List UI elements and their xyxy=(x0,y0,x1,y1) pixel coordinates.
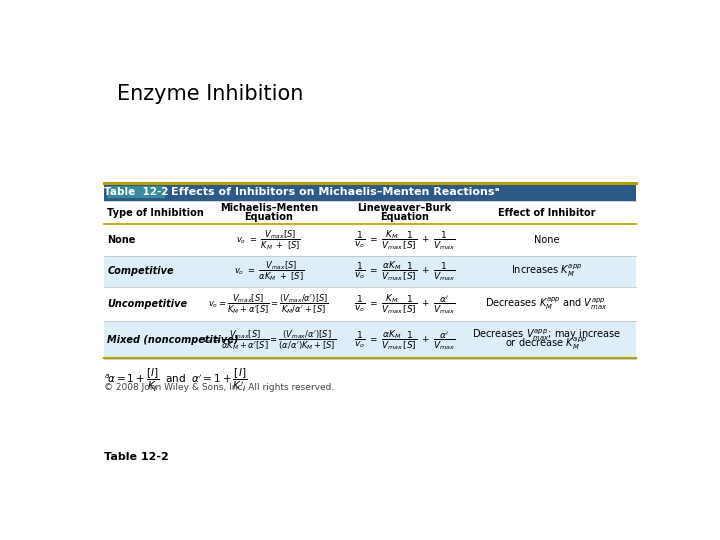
Text: Table 12-2: Table 12-2 xyxy=(104,452,168,462)
Text: Uncompetitive: Uncompetitive xyxy=(107,299,187,309)
Text: Mixed (noncompetitive): Mixed (noncompetitive) xyxy=(107,335,238,345)
Bar xyxy=(107,186,166,198)
Text: $v_o\ =\ \dfrac{V_{max}[S]}{\alpha K_M\ +\ [S]}$: $v_o\ =\ \dfrac{V_{max}[S]}{\alpha K_M\ … xyxy=(233,259,304,283)
Text: $v_o=\dfrac{V_{max}[S]}{K_M+\alpha'[S]}=\dfrac{(V_{max}/\alpha')[S]}{K_M/\alpha': $v_o=\dfrac{V_{max}[S]}{K_M+\alpha'[S]}=… xyxy=(208,292,329,316)
Text: $^a\!\alpha = 1 + \dfrac{[I]}{K_I}$  and  $\alpha' = 1 + \dfrac{[I]}{K'_I}$: $^a\!\alpha = 1 + \dfrac{[I]}{K_I}$ and … xyxy=(104,366,248,394)
Bar xyxy=(104,321,636,359)
Text: © 2008 John Wiley & Sons, Inc. All rights reserved.: © 2008 John Wiley & Sons, Inc. All right… xyxy=(104,383,334,392)
Text: or decrease $K_M^{app}$: or decrease $K_M^{app}$ xyxy=(505,336,588,353)
Text: Equation: Equation xyxy=(380,212,429,222)
Text: Competitive: Competitive xyxy=(107,266,174,276)
Text: $\dfrac{1}{v_o}\ =\ \dfrac{K_M}{V_{max}}\dfrac{1}{[S]}\ +\ \dfrac{1}{V_{max}}$: $\dfrac{1}{v_o}\ =\ \dfrac{K_M}{V_{max}}… xyxy=(354,228,455,252)
Text: $\dfrac{1}{v_o}\ =\ \dfrac{\alpha K_M}{V_{max}}\dfrac{1}{[S]}\ +\ \dfrac{\alpha': $\dfrac{1}{v_o}\ =\ \dfrac{\alpha K_M}{V… xyxy=(354,328,455,352)
Text: Increases $K_M^{app}$: Increases $K_M^{app}$ xyxy=(511,263,582,280)
Text: Lineweaver–Burk: Lineweaver–Burk xyxy=(357,204,451,213)
Text: $\dfrac{1}{v_o}\ =\ \dfrac{K_M}{V_{max}}\dfrac{1}{[S]}\ +\ \dfrac{\alpha'}{V_{ma: $\dfrac{1}{v_o}\ =\ \dfrac{K_M}{V_{max}}… xyxy=(354,292,455,316)
Text: Effect of Inhibitor: Effect of Inhibitor xyxy=(498,207,595,218)
Bar xyxy=(104,183,636,201)
Text: Enzyme Inhibition: Enzyme Inhibition xyxy=(117,84,303,104)
Text: None: None xyxy=(534,235,559,245)
Text: Michaelis–Menten: Michaelis–Menten xyxy=(220,204,318,213)
Text: None: None xyxy=(107,235,135,245)
Text: Decreases $K_M^{app}$ and $V_{max}^{app}$: Decreases $K_M^{app}$ and $V_{max}^{app}… xyxy=(485,296,608,312)
Text: Effects of Inhibitors on Michaelis–Menten Reactionsᵃ: Effects of Inhibitors on Michaelis–Mente… xyxy=(171,187,500,197)
Text: Type of Inhibition: Type of Inhibition xyxy=(107,207,204,218)
Text: Equation: Equation xyxy=(244,212,293,222)
Text: $v_o\ =\ \dfrac{V_{max}[S]}{K_M\ +\ [S]}$: $v_o\ =\ \dfrac{V_{max}[S]}{K_M\ +\ [S]}… xyxy=(236,228,301,252)
Text: $v_o=\dfrac{V_{max}[S]}{\alpha K_M+\alpha'[S]}=\dfrac{(V_{max}/\alpha')[S]}{(\al: $v_o=\dfrac{V_{max}[S]}{\alpha K_M+\alph… xyxy=(202,328,336,352)
Text: Decreases $V_{max}^{app}$; may increase: Decreases $V_{max}^{app}$; may increase xyxy=(472,327,621,343)
Text: Table  12-2: Table 12-2 xyxy=(104,187,168,197)
Bar xyxy=(104,255,636,287)
Text: $\dfrac{1}{v_o}\ =\ \dfrac{\alpha K_M}{V_{max}}\dfrac{1}{[S]}\ +\ \dfrac{1}{V_{m: $\dfrac{1}{v_o}\ =\ \dfrac{\alpha K_M}{V… xyxy=(354,259,455,283)
